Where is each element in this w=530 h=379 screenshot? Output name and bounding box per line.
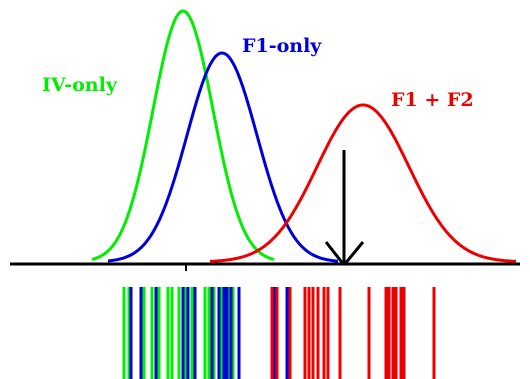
iv-only-curve [91,9,275,261]
f1-f2-curve [209,103,517,263]
f1-f2-label: F1 + F2 [391,89,474,111]
iv-only-label: IV-only [42,74,118,96]
threshold-arrow [324,150,365,266]
f1-only-label: F1-only [242,35,322,57]
f1-only-curve [107,51,338,263]
sample-tick-marks [122,287,436,379]
